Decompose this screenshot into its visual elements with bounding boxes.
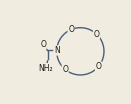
Text: O: O xyxy=(68,25,74,34)
Text: O: O xyxy=(40,40,46,49)
Text: N: N xyxy=(54,46,60,55)
Text: O: O xyxy=(95,62,101,71)
Text: NH₂: NH₂ xyxy=(38,64,52,73)
Text: O: O xyxy=(94,30,99,39)
Text: O: O xyxy=(62,65,68,74)
